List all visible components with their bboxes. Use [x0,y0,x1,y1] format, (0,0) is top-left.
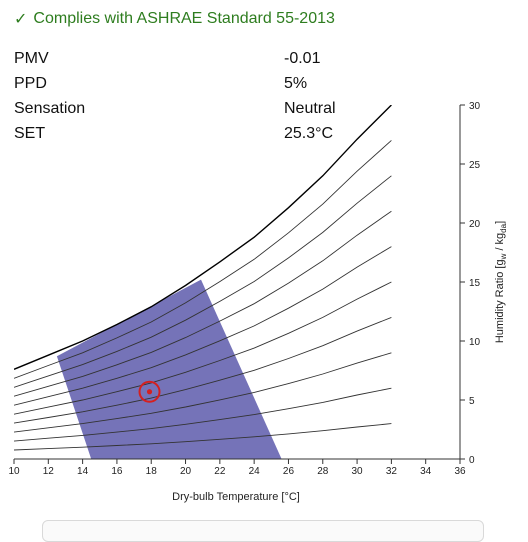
result-label: Sensation [14,100,86,117]
x-tick-label: 32 [386,466,398,477]
results-table: PMV -0.01 PPD 5% Sensation Neutral SET 2… [14,50,354,150]
compliance-text: Complies with ASHRAE Standard 55-2013 [33,10,335,27]
current-condition-layer [138,380,161,403]
x-tick-label: 28 [317,466,329,477]
y-axis-label-sub1: w [499,253,508,260]
y-tick-label: 5 [469,396,475,407]
y-tick-label: 0 [469,455,475,466]
rh-curves-layer [14,105,392,451]
result-label: PMV [14,50,49,67]
psychrometric-chart: 10 12 14 16 18 20 22 24 26 28 30 32 34 360 5 10 15 20 25 30… [8,101,508,503]
current-condition-ring [138,380,161,403]
y-axis-label-sub2: da [499,223,508,232]
x-tick-label: 14 [77,466,89,477]
result-value: Neutral [284,100,336,117]
y-tick-label: 10 [469,337,481,348]
y-axis-label-end: ] [494,221,506,224]
rh-curve [14,316,392,424]
current-condition-point [146,389,153,395]
x-tick-label: 24 [249,466,261,477]
rh-curve [14,210,392,397]
y-tick-label: 20 [469,219,481,230]
rh-curve [14,175,392,388]
saturation-curve [14,105,392,370]
bottom-panel [42,520,484,542]
result-row-set: SET 25.3°C [14,125,354,150]
y-tick-label: 15 [469,278,481,289]
x-tick-label: 16 [111,466,123,477]
result-row-ppd: PPD 5% [14,75,354,100]
rh-curve [14,281,392,415]
x-tick-label: 10 [8,466,20,477]
x-tick-label: 36 [454,466,466,477]
result-value: 5% [284,75,308,92]
result-row-pmv: PMV -0.01 [14,50,354,75]
result-value: 25.3°C [284,125,334,142]
y-axis-label-mid: / kg [494,233,506,254]
y-tick-label: 30 [469,101,481,112]
x-tick-label: 30 [352,466,364,477]
y-axis-label: Humidity Ratio [gw / kgda] [494,221,508,343]
rh-curve [14,246,392,406]
x-tick-label: 22 [214,466,226,477]
rh-curve [14,352,392,433]
x-tick-label: 12 [43,466,55,477]
result-label: PPD [14,75,47,92]
result-value: -0.01 [284,50,321,67]
result-row-sensation: Sensation Neutral [14,100,354,125]
x-axis-label: Dry-bulb Temperature [°C] [172,491,300,503]
axes-layer: 10 12 14 16 18 20 22 24 26 28 30 32 34 360 5 10 15 20 25 30 [8,101,480,477]
rh-curve [14,423,392,451]
check-icon: ✓ [14,11,28,28]
x-tick-label: 20 [180,466,192,477]
compliance-status: ✓ Complies with ASHRAE Standard 55-2013 [14,9,335,29]
y-axis-label-main: Humidity Ratio [g [494,259,506,343]
result-label: SET [14,125,46,142]
rh-curve [14,140,392,379]
y-tick-label: 25 [469,160,481,171]
x-tick-label: 18 [146,466,158,477]
comfort-zone-layer [56,279,282,459]
rh-curve [14,387,392,442]
x-tick-label: 26 [283,466,295,477]
comfort-zone-polygon [56,279,282,459]
x-tick-label: 34 [420,466,432,477]
